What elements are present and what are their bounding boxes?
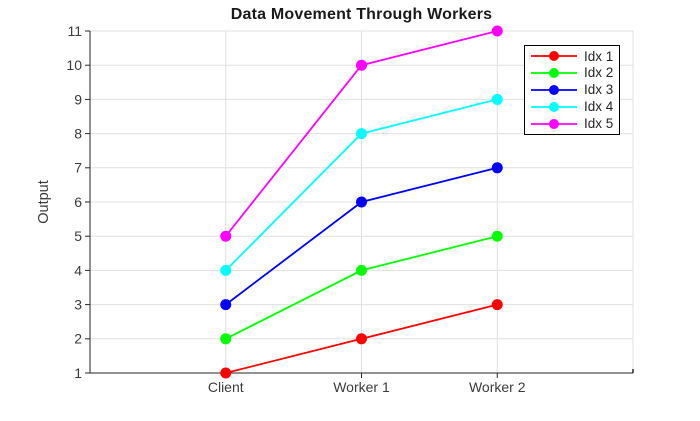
legend-item: Idx 1 [525,49,619,64]
data-point-marker [356,333,367,345]
y-tick-label: 3 [74,297,82,313]
y-axis-label: Output [36,180,52,224]
y-tick-label: 4 [74,262,82,278]
x-tick-label: Worker 2 [469,379,526,395]
data-point-marker [491,162,503,174]
y-tick-label: 5 [74,228,82,244]
legend-line-sample [531,51,577,62]
data-point-marker [220,230,232,242]
data-point-marker [356,128,367,140]
legend-label: Idx 4 [584,99,614,115]
legend-item: Idx 3 [525,82,619,97]
x-tick-label: Worker 1 [333,379,390,395]
legend-item: Idx 5 [525,116,619,131]
data-point-marker [356,264,367,276]
legend-label: Idx 3 [584,82,614,98]
y-tick-label: 10 [66,57,82,73]
legend-line-sample [531,68,577,79]
y-tick-label: 6 [74,194,82,210]
data-point-marker [491,93,503,105]
y-tick-label: 2 [74,331,82,347]
legend-marker-icon [549,118,559,129]
legend: Idx 1 Idx 2 Idx 3 Idx 4 Idx 5 [524,45,620,135]
legend-label: Idx 5 [584,115,614,131]
y-tick-label: 8 [74,126,82,142]
data-point-marker [220,299,232,311]
legend-label: Idx 1 [584,48,614,64]
legend-marker-icon [549,51,559,62]
data-point-marker [220,367,232,379]
y-tick-label: 9 [74,91,82,107]
legend-marker-icon [549,101,559,112]
data-point-marker [491,230,503,242]
legend-line-sample [531,84,577,95]
legend-marker-icon [549,68,559,79]
y-tick-label: 11 [67,23,82,39]
y-tick-label: 7 [74,160,82,176]
legend-line-sample [531,118,577,129]
data-point-marker [491,299,503,311]
legend-item: Idx 4 [525,99,619,114]
legend-line-sample [531,101,577,112]
data-point-marker [220,333,232,345]
legend-marker-icon [549,84,559,95]
data-point-marker [220,264,232,276]
y-tick-label: 1 [74,365,82,381]
data-point-marker [356,59,367,71]
x-tick-label: Client [208,379,244,395]
data-point-marker [356,196,367,208]
data-point-marker [491,25,503,37]
chart-title: Data Movement Through Workers [230,6,493,23]
legend-label: Idx 2 [584,65,614,81]
legend-item: Idx 2 [525,66,619,81]
